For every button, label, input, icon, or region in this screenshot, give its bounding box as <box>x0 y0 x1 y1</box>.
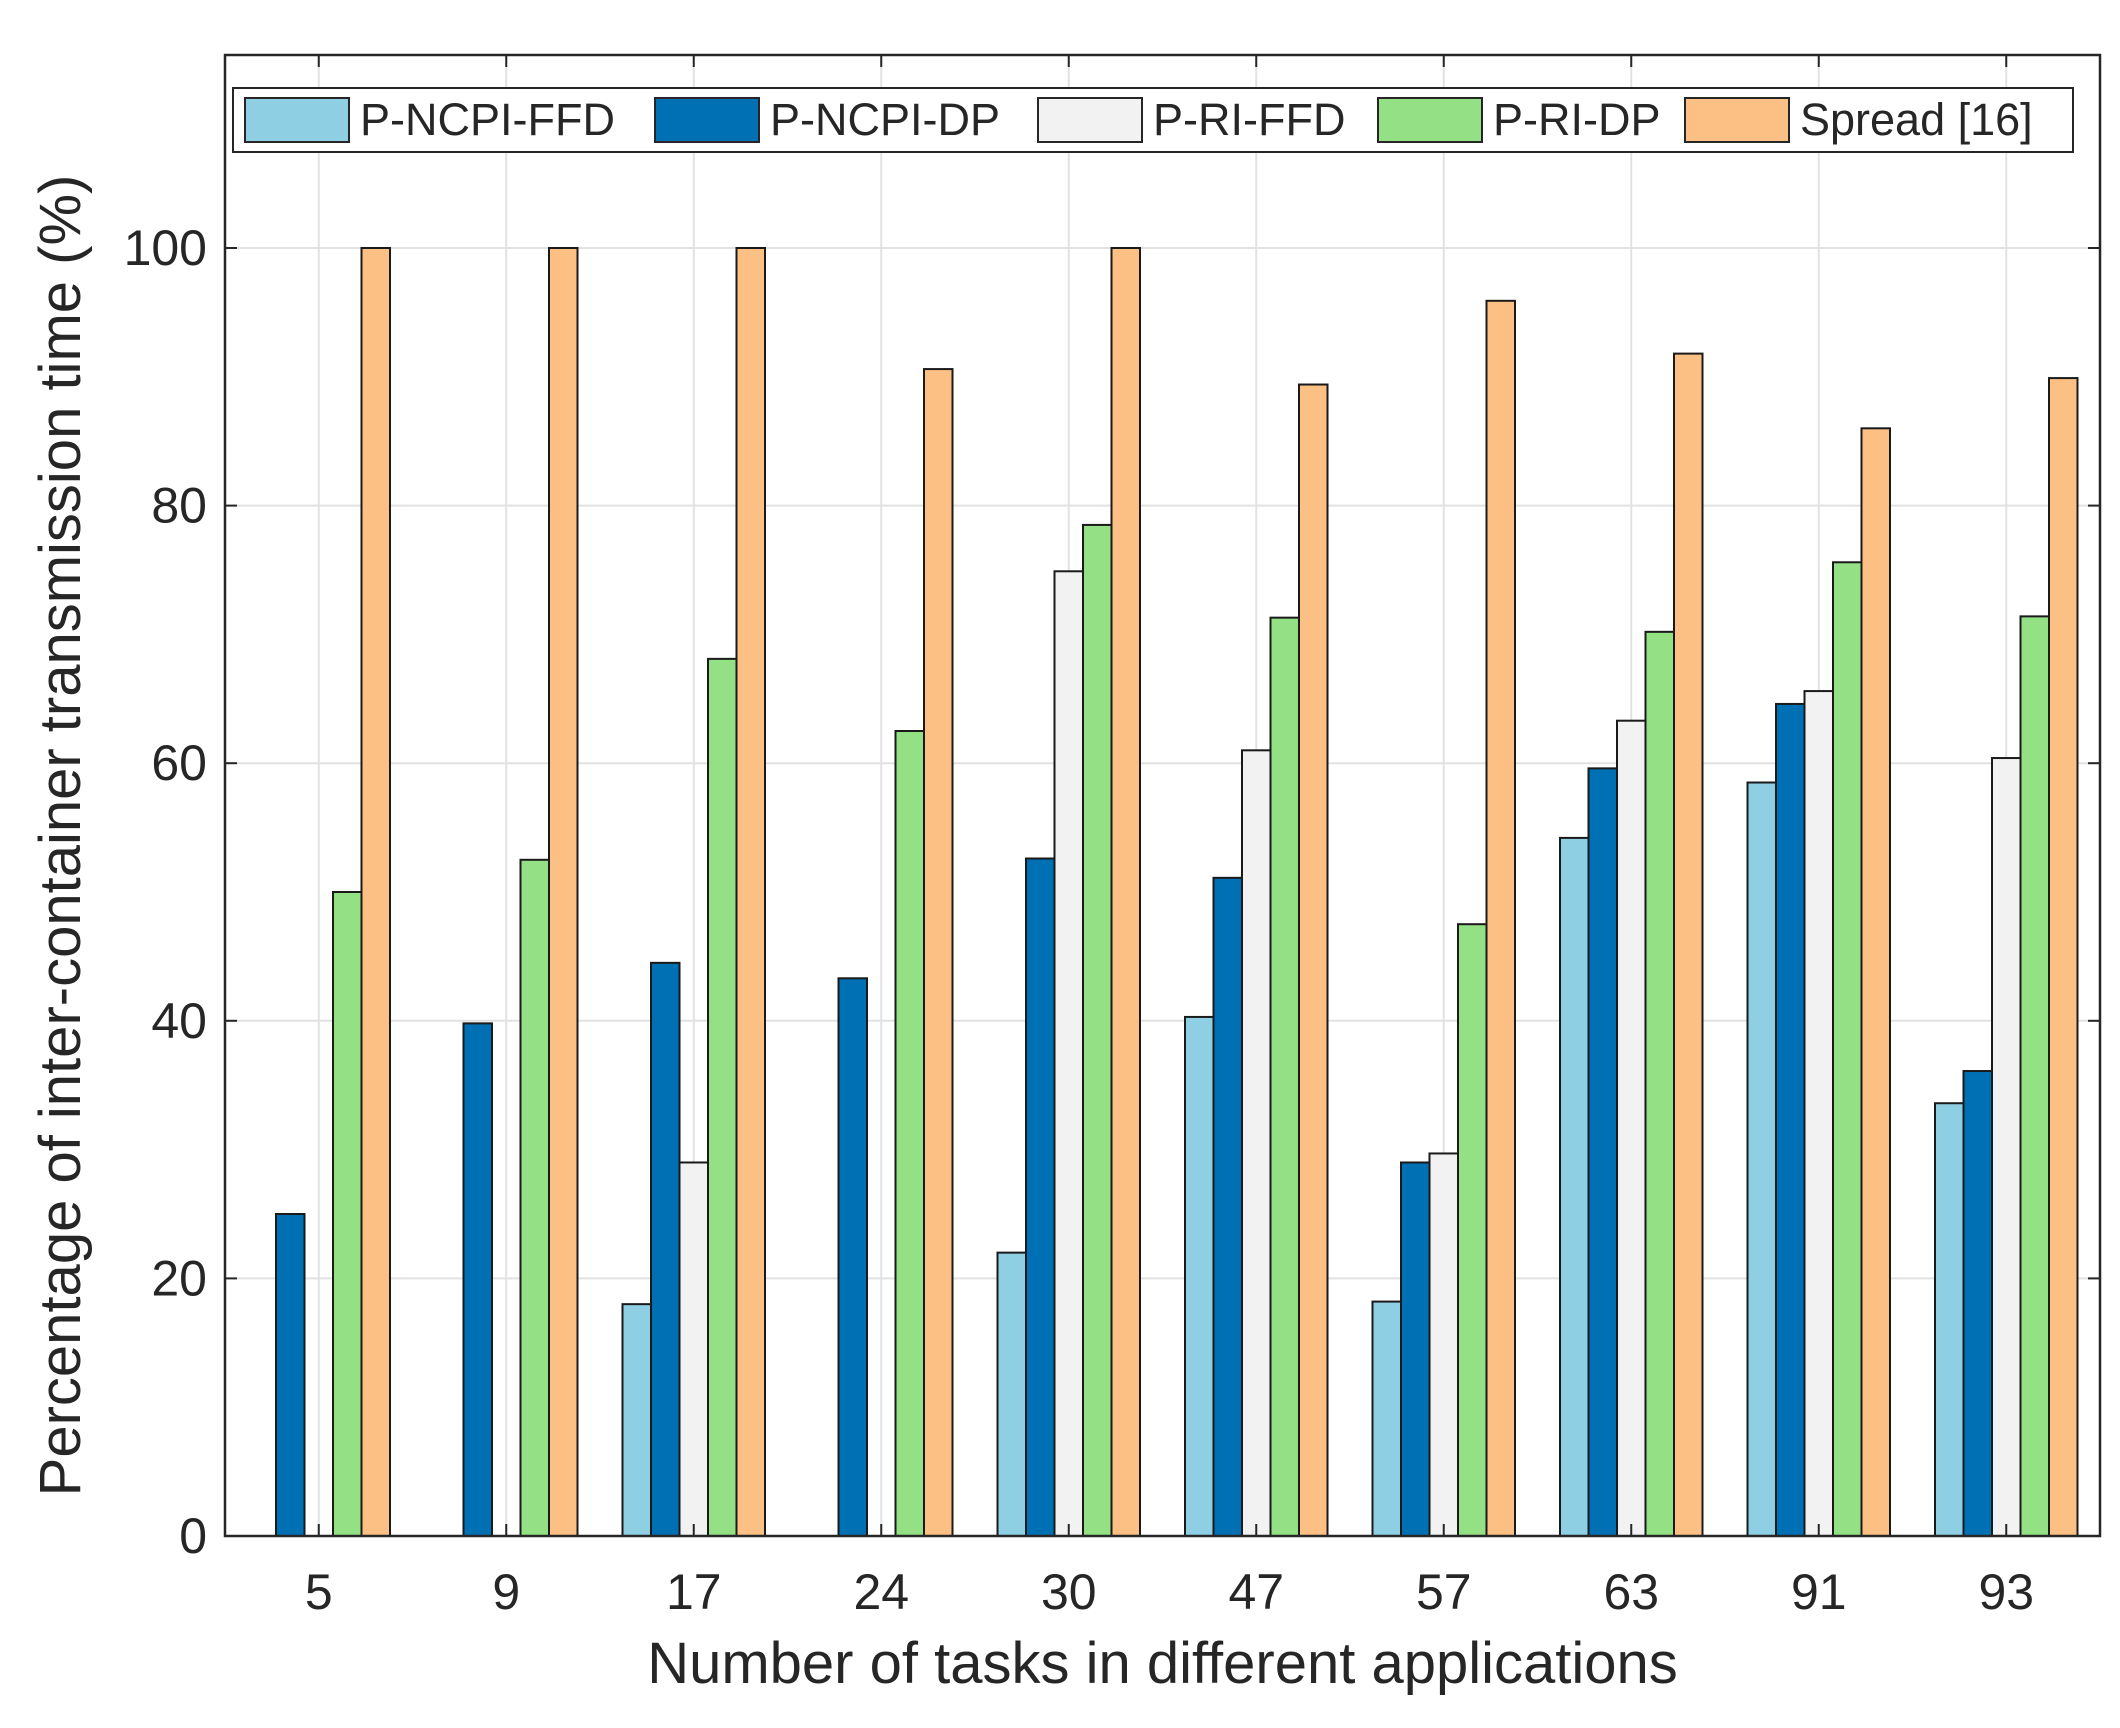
bar-p-ri-ffd <box>1241 749 1272 1537</box>
bar-spread-16 <box>360 247 391 1537</box>
legend-swatch <box>1377 97 1483 143</box>
bar-p-ri-ffd <box>1991 757 2022 1537</box>
bar-p-ncpi-dp <box>275 1213 306 1537</box>
y-tick-label: 40 <box>151 993 207 1049</box>
bar-p-ri-dp <box>332 891 363 1537</box>
bar-spread-16 <box>548 247 579 1537</box>
bar-p-ri-ffd <box>1428 1152 1459 1537</box>
bar-p-ncpi-dp <box>1587 767 1618 1537</box>
y-tick-labels: 0 20 40 60 80 100 <box>124 220 207 1564</box>
bar-p-ri-ffd <box>678 1161 709 1537</box>
y-tick-label: 80 <box>151 478 207 534</box>
bar-spread-16 <box>735 247 766 1537</box>
bar-p-ri-dp <box>2019 615 2050 1537</box>
legend-swatch <box>654 97 760 143</box>
bar-p-ncpi-ffd <box>996 1251 1027 1537</box>
bar-spread-16 <box>923 368 954 1537</box>
x-tick-label: 30 <box>1041 1564 1097 1620</box>
x-tick-label: 24 <box>853 1564 909 1620</box>
x-axis-label: Number of tasks in different application… <box>647 1631 1678 1696</box>
legend-entry-label: P-RI-DP <box>1493 94 1661 145</box>
legend: P-NCPI-FFD P-NCPI-DP P-RI-FFD P-RI-DP Spread… <box>232 87 2074 153</box>
x-tick-label: 17 <box>666 1564 722 1620</box>
x-tick-label: 63 <box>1603 1564 1659 1620</box>
bar-p-ri-dp <box>1457 923 1488 1537</box>
bar-p-ncpi-dp <box>837 977 868 1537</box>
bar-p-ncpi-ffd <box>1184 1015 1215 1537</box>
legend-entry-label: P-NCPI-DP <box>770 94 1000 145</box>
bar-p-ri-dp <box>1832 561 1863 1537</box>
x-tick-label: 91 <box>1791 1564 1847 1620</box>
y-axis-label: Percentage of inter-container transmissi… <box>28 175 93 1497</box>
axes <box>223 53 2102 1538</box>
y-tick-label: 0 <box>179 1508 207 1564</box>
legend-swatch <box>1684 97 1790 143</box>
bar-p-ri-dp <box>1644 630 1675 1537</box>
legend-swatch <box>1037 97 1143 143</box>
bar-p-ncpi-ffd <box>1559 836 1590 1537</box>
legend-swatch <box>244 97 350 143</box>
bar-p-ncpi-dp <box>1775 702 1806 1537</box>
bar-spread-16 <box>1860 427 1891 1538</box>
legend-entry-label: P-RI-FFD <box>1153 94 1345 145</box>
x-tick-label: 93 <box>1978 1564 2034 1620</box>
y-tick-label: 20 <box>151 1250 207 1306</box>
axes-box <box>223 53 2102 1538</box>
bar-p-ri-dp <box>894 730 925 1537</box>
bar-p-ncpi-ffd <box>621 1303 652 1538</box>
bar-p-ncpi-dp <box>1400 1161 1431 1537</box>
bar-p-ncpi-dp <box>1025 857 1056 1537</box>
bar-p-ncpi-ffd <box>1746 781 1777 1537</box>
bar-spread-16 <box>1298 383 1329 1538</box>
bar-p-ncpi-ffd <box>1934 1102 1965 1538</box>
bar-p-ncpi-ffd <box>1371 1300 1402 1537</box>
legend-entry-label: Spread [16] <box>1800 94 2033 145</box>
bar-p-ncpi-dp <box>650 961 681 1537</box>
bar-p-ri-dp <box>1082 523 1113 1537</box>
y-tick-label: 60 <box>151 735 207 791</box>
bar-p-ncpi-dp <box>1962 1070 1993 1537</box>
bar-spread-16 <box>2048 377 2079 1537</box>
y-tick-label: 100 <box>124 220 207 276</box>
bar-p-ri-ffd <box>1053 570 1084 1537</box>
bar-p-ncpi-dp <box>1212 876 1243 1537</box>
legend-entry-label: P-NCPI-FFD <box>360 94 615 145</box>
x-tick-label: 9 <box>492 1564 520 1620</box>
x-tick-label: 5 <box>305 1564 333 1620</box>
bar-spread-16 <box>1110 247 1141 1537</box>
x-tick-label: 47 <box>1228 1564 1284 1620</box>
bar-p-ri-dp <box>1269 616 1300 1537</box>
bar-p-ncpi-dp <box>462 1022 493 1537</box>
bar-p-ri-ffd <box>1803 690 1834 1537</box>
x-tick-labels: 5 9 17 24 30 47 57 63 91 93 <box>305 1564 2034 1620</box>
x-tick-label: 57 <box>1416 1564 1472 1620</box>
bar-p-ri-dp <box>707 657 738 1537</box>
bar-p-ri-dp <box>519 858 550 1537</box>
bar-spread-16 <box>1485 299 1516 1538</box>
bar-spread-16 <box>1673 352 1704 1538</box>
bars <box>275 247 2079 1538</box>
bar-p-ri-ffd <box>1616 719 1647 1537</box>
